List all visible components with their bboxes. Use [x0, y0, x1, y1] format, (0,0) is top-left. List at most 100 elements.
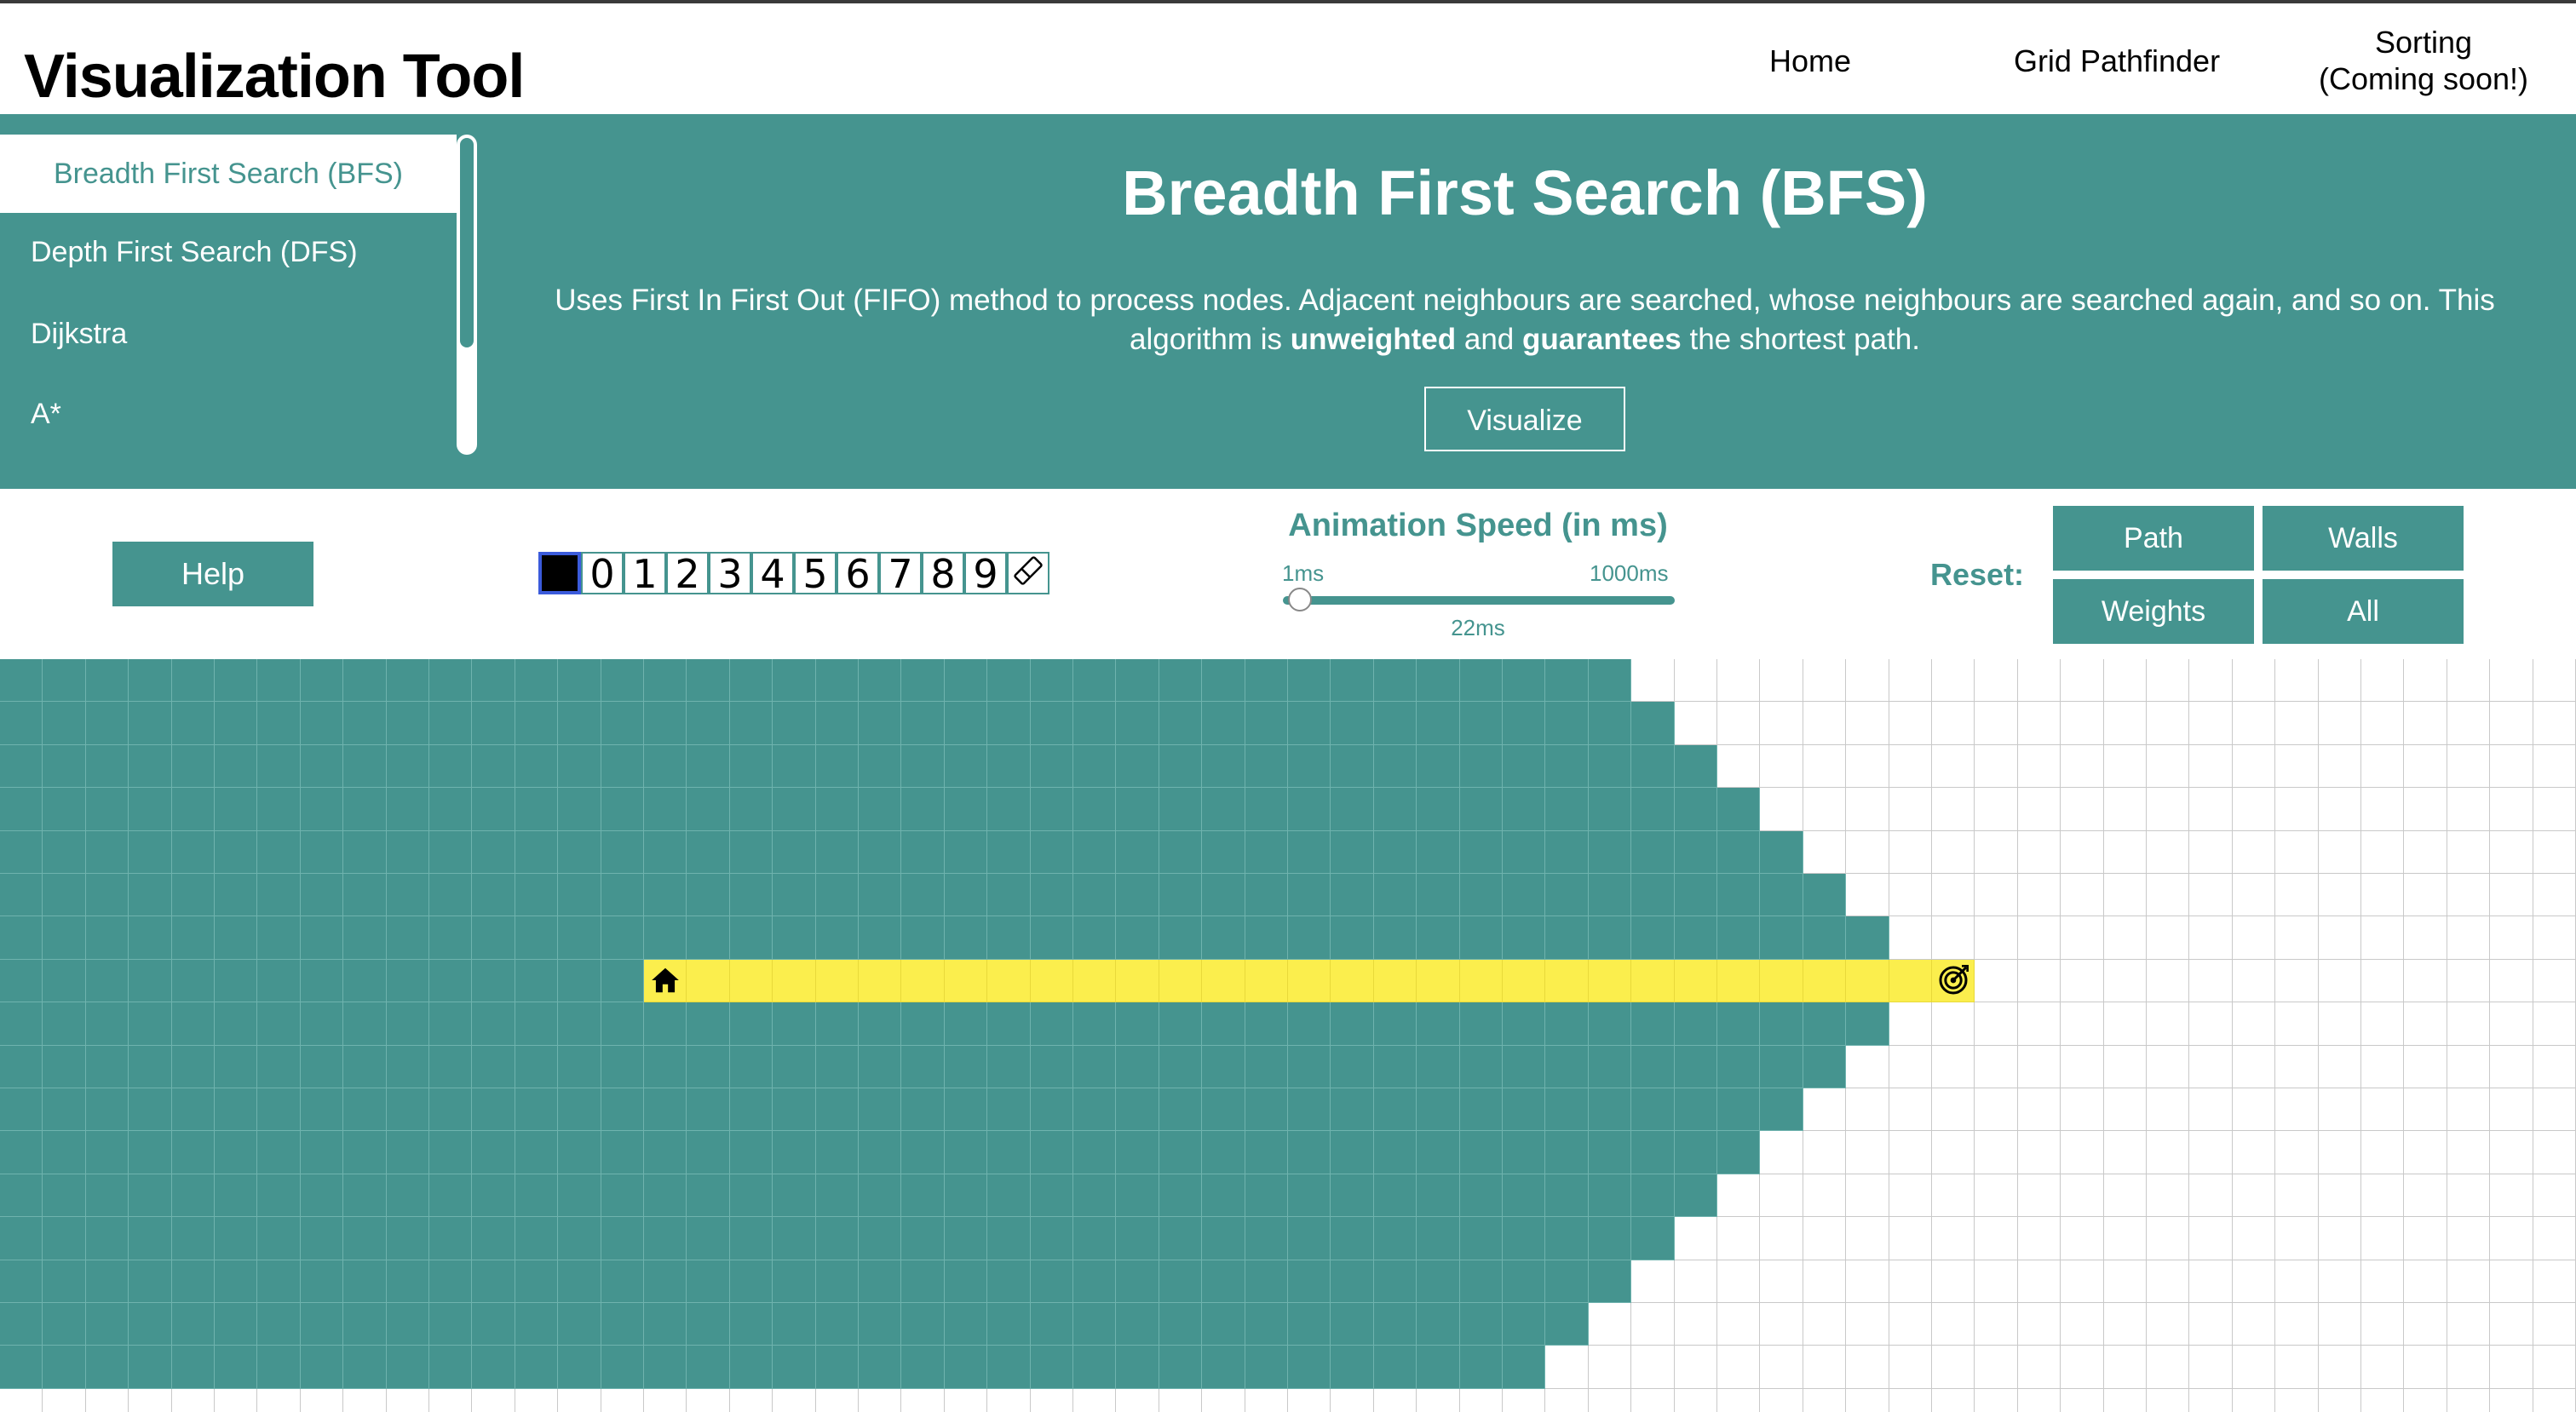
- grid-cell[interactable]: [2318, 1303, 2361, 1346]
- grid-cell[interactable]: [1373, 874, 1417, 917]
- grid-cell[interactable]: [1116, 1088, 1159, 1132]
- grid-cell[interactable]: [859, 788, 902, 831]
- grid-cell[interactable]: [1588, 1303, 1632, 1346]
- grid-cell[interactable]: [1760, 1045, 1803, 1088]
- grid-cell[interactable]: [687, 788, 730, 831]
- grid-cell[interactable]: [1159, 1002, 1203, 1046]
- grid-cell[interactable]: [1588, 1346, 1632, 1389]
- grid-cell[interactable]: [1503, 1174, 1546, 1218]
- grid-cell[interactable]: [129, 1045, 172, 1088]
- grid-cell[interactable]: [2017, 788, 2061, 831]
- grid-cell[interactable]: [1245, 1131, 1288, 1174]
- grid-cell[interactable]: [2103, 659, 2147, 703]
- grid-cell[interactable]: [1588, 702, 1632, 745]
- grid-cell[interactable]: [729, 702, 773, 745]
- grid-cell[interactable]: [815, 1217, 859, 1260]
- grid-cell[interactable]: [215, 788, 258, 831]
- grid-cell[interactable]: [1803, 1303, 1847, 1346]
- grid-cell[interactable]: [1932, 1174, 1975, 1218]
- grid-cell[interactable]: [1674, 788, 1717, 831]
- grid-cell[interactable]: [2361, 1346, 2405, 1389]
- grid-cell[interactable]: [129, 1217, 172, 1260]
- grid-cell[interactable]: [1288, 1002, 1331, 1046]
- grid-cell[interactable]: [515, 1131, 559, 1174]
- grid-cell[interactable]: [601, 1303, 644, 1346]
- grid-cell[interactable]: [1288, 788, 1331, 831]
- palette-weight-4[interactable]: 4: [751, 552, 794, 594]
- algorithm-item-astar[interactable]: A*: [0, 375, 457, 453]
- grid-cell[interactable]: [2103, 1088, 2147, 1132]
- grid-cell[interactable]: [2447, 1388, 2491, 1412]
- grid-cell[interactable]: [687, 1388, 730, 1412]
- grid-cell[interactable]: [1588, 874, 1632, 917]
- grid-cell[interactable]: [386, 1346, 429, 1389]
- grid-cell[interactable]: [0, 1088, 43, 1132]
- grid-cell[interactable]: [2533, 1174, 2576, 1218]
- grid-cell[interactable]: [2318, 959, 2361, 1003]
- grid-cell[interactable]: [2447, 959, 2491, 1003]
- grid-cell[interactable]: [687, 874, 730, 917]
- grid-cell[interactable]: [1503, 744, 1546, 789]
- grid-cell[interactable]: [558, 959, 601, 1003]
- grid-cell[interactable]: [901, 788, 945, 831]
- grid-cell[interactable]: [2189, 702, 2233, 745]
- grid-cell[interactable]: [343, 1174, 387, 1218]
- grid-cell[interactable]: [2533, 1217, 2576, 1260]
- grid-cell[interactable]: [1717, 1303, 1761, 1346]
- grid-cell[interactable]: [171, 1045, 215, 1088]
- grid-cell[interactable]: [2061, 874, 2104, 917]
- grid-cell[interactable]: [43, 830, 86, 874]
- grid-cell[interactable]: [987, 659, 1031, 703]
- grid-cell[interactable]: [1889, 830, 1932, 874]
- grid-cell[interactable]: [0, 959, 43, 1003]
- grid-cell[interactable]: [901, 1388, 945, 1412]
- grid-cell[interactable]: [171, 1002, 215, 1046]
- grid-cell[interactable]: [859, 1303, 902, 1346]
- grid-cell[interactable]: [2361, 1303, 2405, 1346]
- grid-cell[interactable]: [859, 1045, 902, 1088]
- grid-cell[interactable]: [129, 1002, 172, 1046]
- grid-cell[interactable]: [1030, 1303, 1073, 1346]
- grid-cell[interactable]: [2533, 788, 2576, 831]
- grid-cell[interactable]: [1030, 1045, 1073, 1088]
- palette-weight-7[interactable]: 7: [879, 552, 922, 594]
- grid-cell[interactable]: [2103, 702, 2147, 745]
- grid-cell[interactable]: [2490, 659, 2533, 703]
- grid-cell[interactable]: [1116, 959, 1159, 1003]
- grid-cell[interactable]: [1631, 659, 1675, 703]
- grid-cell[interactable]: [2232, 916, 2276, 960]
- grid-cell[interactable]: [859, 830, 902, 874]
- grid-cell[interactable]: [429, 874, 473, 917]
- grid-cell[interactable]: [300, 1346, 344, 1389]
- grid-cell[interactable]: [1674, 959, 1717, 1003]
- grid-cell[interactable]: [171, 1346, 215, 1389]
- grid-cell[interactable]: [1331, 916, 1374, 960]
- grid-cell[interactable]: [85, 1346, 129, 1389]
- grid-cell[interactable]: [429, 1303, 473, 1346]
- grid-cell[interactable]: [2533, 659, 2576, 703]
- grid-cell[interactable]: [2061, 959, 2104, 1003]
- grid-cell[interactable]: [1245, 744, 1288, 789]
- grid-cell[interactable]: [1975, 916, 2018, 960]
- grid-cell[interactable]: [1889, 1346, 1932, 1389]
- grid-cell[interactable]: [987, 1346, 1031, 1389]
- grid-cell[interactable]: [129, 1303, 172, 1346]
- grid-cell[interactable]: [1674, 702, 1717, 745]
- grid-cell[interactable]: [2275, 659, 2319, 703]
- grid-cell[interactable]: [85, 1174, 129, 1218]
- grid-cell[interactable]: [1545, 1131, 1589, 1174]
- grid-cell[interactable]: [1417, 702, 1460, 745]
- grid-cell[interactable]: [1331, 1045, 1374, 1088]
- grid-cell[interactable]: [1846, 1002, 1889, 1046]
- grid-cell[interactable]: [1975, 1174, 2018, 1218]
- grid-cell[interactable]: [2147, 874, 2190, 917]
- grid-cell[interactable]: [1459, 744, 1503, 789]
- grid-cell[interactable]: [1331, 874, 1374, 917]
- grid-cell[interactable]: [1803, 744, 1847, 789]
- grid-cell[interactable]: [2404, 1346, 2447, 1389]
- grid-cell[interactable]: [215, 959, 258, 1003]
- grid-cell[interactable]: [1932, 1260, 1975, 1303]
- grid-cell[interactable]: [1245, 1260, 1288, 1303]
- grid-cell[interactable]: [2061, 659, 2104, 703]
- grid-cell[interactable]: [2490, 1002, 2533, 1046]
